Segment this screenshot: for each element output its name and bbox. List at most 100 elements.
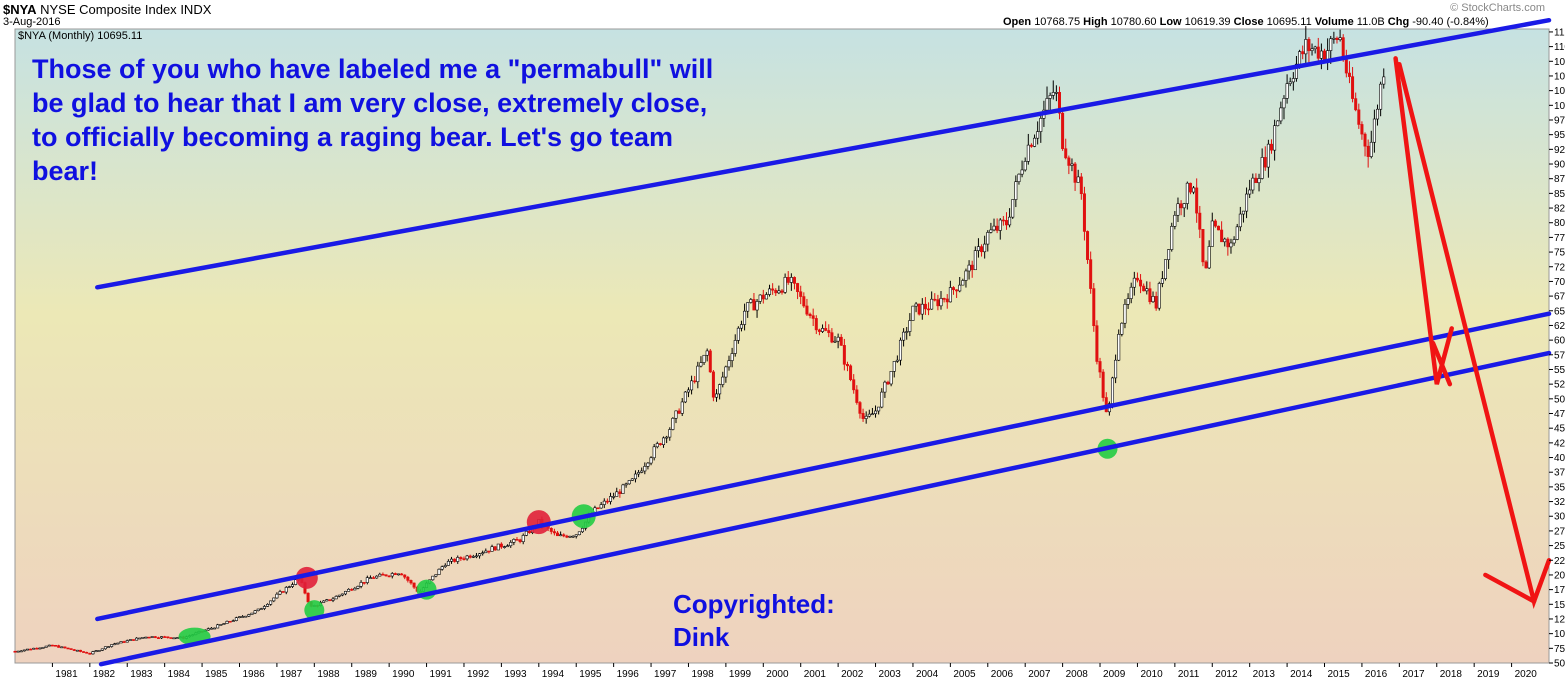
candle-body bbox=[605, 500, 609, 503]
candle-body bbox=[1307, 39, 1311, 51]
candle-body bbox=[400, 573, 404, 576]
candle-body bbox=[1164, 259, 1168, 279]
x-tick-label: 2017 bbox=[1402, 669, 1425, 680]
candle-body bbox=[880, 391, 884, 408]
candle-body bbox=[693, 380, 697, 383]
trendlines-group bbox=[95, 17, 1552, 667]
candle-body bbox=[213, 627, 217, 630]
candle-body bbox=[1379, 83, 1383, 110]
candle-body bbox=[406, 576, 410, 581]
x-tick-label: 1992 bbox=[467, 669, 490, 680]
forecast-arrowhead bbox=[1430, 340, 1453, 387]
candle-body bbox=[774, 289, 778, 294]
candle-body bbox=[1017, 173, 1021, 182]
candle-body bbox=[599, 504, 603, 509]
candle-body bbox=[209, 627, 213, 630]
candle-body bbox=[1382, 76, 1386, 85]
x-tick-label: 2008 bbox=[1066, 669, 1089, 680]
candle-body bbox=[1033, 137, 1037, 147]
candle-body bbox=[440, 566, 444, 570]
candle-body bbox=[1201, 229, 1205, 263]
candle-body bbox=[677, 410, 681, 414]
y-tick-label: 10250 bbox=[1554, 86, 1565, 97]
candle-body bbox=[827, 330, 831, 333]
candle-body bbox=[222, 623, 226, 625]
candle-body bbox=[1351, 76, 1355, 99]
x-tick-label: 1985 bbox=[205, 669, 228, 680]
candle-body bbox=[390, 573, 394, 577]
candle-body bbox=[353, 587, 357, 591]
y-tick-label: 4250 bbox=[1554, 438, 1565, 449]
candle-body bbox=[1008, 216, 1012, 226]
candle-body bbox=[824, 328, 828, 331]
volume-value: 11.0B bbox=[1356, 16, 1385, 28]
x-tick-label: 2007 bbox=[1028, 669, 1051, 680]
candle-body bbox=[241, 616, 245, 618]
candle-body bbox=[786, 276, 790, 283]
y-tick-label: 6000 bbox=[1554, 336, 1565, 347]
candle-body bbox=[163, 636, 167, 638]
chart-legend: $NYA (Monthly) 10695.11 bbox=[18, 30, 143, 42]
close-label: Close bbox=[1233, 16, 1264, 28]
candle-body bbox=[94, 650, 98, 652]
candle-body bbox=[861, 413, 865, 419]
candle-body bbox=[808, 313, 812, 316]
candle-body bbox=[278, 591, 282, 595]
candle-body bbox=[637, 472, 641, 475]
candle-body bbox=[811, 315, 815, 319]
x-tick-label: 1997 bbox=[654, 669, 677, 680]
candle-body bbox=[1167, 249, 1171, 260]
y-tick-label: 2250 bbox=[1554, 556, 1565, 567]
candle-body bbox=[237, 616, 241, 618]
candle-body bbox=[799, 291, 803, 297]
candle-body bbox=[596, 507, 600, 510]
candle-body bbox=[961, 280, 965, 286]
candle-body bbox=[1291, 78, 1295, 83]
x-tick-label: 1994 bbox=[542, 669, 565, 680]
candle-body bbox=[384, 574, 388, 577]
candle-body bbox=[796, 283, 800, 293]
candle-body bbox=[97, 650, 101, 652]
candle-body bbox=[1248, 189, 1252, 195]
y-tick-label: 5750 bbox=[1554, 350, 1565, 361]
candle-body bbox=[577, 531, 581, 536]
candle-body bbox=[378, 573, 382, 577]
candle-body bbox=[234, 617, 238, 621]
candle-body bbox=[509, 542, 513, 547]
candle-body bbox=[225, 620, 229, 624]
x-tick-label: 2011 bbox=[1178, 669, 1200, 680]
candle-body bbox=[1288, 81, 1292, 84]
candle-body bbox=[1354, 98, 1358, 111]
candle-body bbox=[431, 575, 435, 581]
candle-body bbox=[643, 466, 647, 472]
candle-body bbox=[16, 650, 20, 653]
candle-body bbox=[125, 640, 129, 643]
candle-body bbox=[942, 298, 946, 300]
candle-body bbox=[393, 573, 397, 576]
candle-body bbox=[833, 340, 837, 343]
candle-body bbox=[556, 532, 560, 537]
candle-body bbox=[175, 637, 179, 639]
candle-body bbox=[1316, 46, 1320, 59]
candle-body bbox=[150, 636, 154, 638]
y-tick-label: 2500 bbox=[1554, 541, 1565, 552]
x-tick-label: 2018 bbox=[1440, 669, 1463, 680]
candle-body bbox=[1176, 203, 1180, 216]
candle-body bbox=[328, 599, 332, 601]
candle-body bbox=[1366, 145, 1370, 157]
candle-body bbox=[521, 535, 525, 542]
candle-body bbox=[78, 649, 82, 652]
candle-body bbox=[287, 586, 291, 588]
candle-body bbox=[490, 546, 494, 552]
candle-body bbox=[1232, 239, 1236, 244]
candle-body bbox=[262, 606, 266, 609]
candle-body bbox=[156, 637, 160, 639]
candle-body bbox=[627, 480, 631, 485]
y-tick-label: 6250 bbox=[1554, 321, 1565, 332]
y-tick-label: 8250 bbox=[1554, 204, 1565, 215]
open-value: 10768.75 bbox=[1034, 16, 1081, 28]
candle-body bbox=[512, 539, 516, 543]
candle-body bbox=[1182, 203, 1186, 209]
candle-body bbox=[365, 577, 369, 583]
candle-body bbox=[983, 243, 987, 253]
